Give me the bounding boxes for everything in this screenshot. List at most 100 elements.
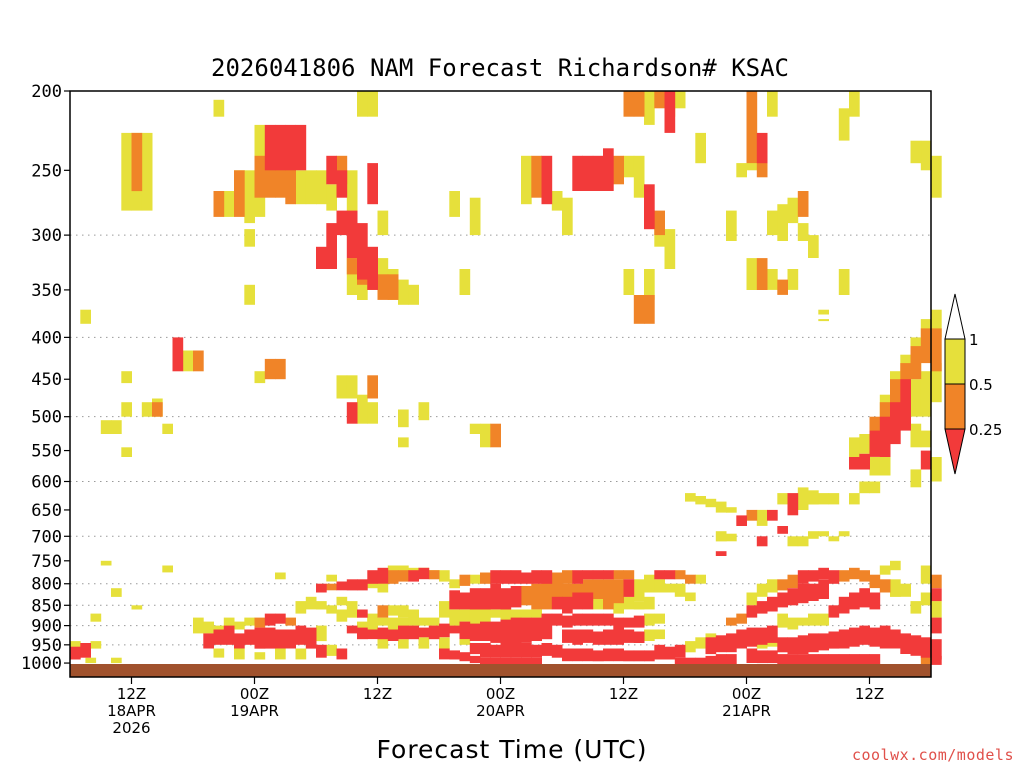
ri-cell: [398, 639, 409, 649]
ri-cell: [326, 583, 337, 591]
ri-cell: [121, 371, 132, 384]
ri-cell: [838, 108, 850, 141]
ri-cell: [439, 637, 450, 649]
ri-cell: [336, 648, 348, 660]
ri-cell: [746, 627, 758, 647]
ri-cell: [531, 570, 542, 584]
ri-cell: [531, 657, 542, 665]
ri-cell: [613, 629, 624, 645]
ri-cell: [500, 641, 512, 658]
ri-cell: [664, 646, 676, 660]
ri-cell: [685, 574, 696, 584]
ri-cell: [418, 627, 430, 638]
ri-cell: [644, 184, 655, 230]
ri-cell: [398, 565, 409, 575]
ri-cell: [931, 574, 942, 589]
ri-cell: [408, 613, 419, 626]
ri-cell: [664, 570, 676, 580]
ri-cell: [623, 629, 635, 643]
ri-cell: [439, 570, 450, 582]
ri-cell: [931, 309, 942, 338]
ri-cell: [285, 617, 296, 626]
ri-cell: [777, 526, 788, 534]
ri-cell: [613, 570, 624, 580]
ri-cell: [469, 574, 481, 584]
ri-cell: [418, 567, 430, 580]
ri-cell: [705, 498, 717, 508]
ri-cell: [582, 155, 594, 191]
ri-cell: [264, 613, 276, 626]
richardson-cells: [70, 91, 942, 665]
ri-cell: [541, 643, 553, 656]
ri-cell: [428, 570, 440, 580]
ri-cell: [541, 570, 553, 584]
ri-cell: [377, 579, 389, 593]
ri-cell: [849, 91, 860, 117]
y-tick-label: 700: [31, 527, 62, 547]
ri-cell: [920, 565, 932, 584]
ri-cell: [490, 621, 501, 643]
ri-cell: [828, 605, 840, 618]
ri-cell: [316, 625, 327, 642]
y-tick-label: 800: [31, 575, 62, 595]
ri-cell: [521, 155, 532, 205]
ri-cell: [818, 579, 829, 599]
y-tick-label: 350: [31, 281, 62, 301]
ri-cell: [685, 493, 696, 502]
ri-cell: [264, 124, 276, 171]
ri-cell: [797, 617, 809, 626]
ri-cell: [818, 613, 829, 626]
ri-cell: [336, 210, 348, 236]
ri-cell: [879, 402, 891, 431]
ri-cell: [818, 633, 829, 651]
ri-cell: [715, 654, 727, 665]
ri-cell: [644, 596, 655, 610]
ri-cell: [603, 596, 614, 610]
x-tick-label: 00Z: [486, 685, 515, 703]
ri-cell: [367, 570, 378, 584]
ri-cell: [859, 434, 870, 454]
ri-cell: [100, 420, 112, 434]
ri-cell: [459, 269, 471, 295]
ri-cell: [562, 596, 573, 614]
y-tick-label: 900: [31, 617, 62, 637]
ri-cell: [572, 570, 583, 584]
ri-cell: [234, 633, 245, 649]
ri-cell: [808, 235, 819, 258]
ri-cell: [592, 650, 604, 662]
ri-cell: [510, 641, 522, 658]
ri-cell: [756, 536, 768, 547]
ri-cell: [285, 155, 296, 205]
ri-cell: [849, 592, 860, 610]
ri-cell: [920, 450, 932, 470]
ri-cell: [644, 629, 655, 641]
ri-cell: [223, 191, 235, 217]
ri-cell: [480, 657, 491, 665]
ri-cell: [521, 657, 532, 665]
ri-cell: [398, 409, 409, 428]
ri-cell: [418, 617, 430, 626]
ri-cell: [633, 579, 645, 602]
ri-cell: [920, 328, 932, 364]
y-axis: 200 250 300 350 400 450 500 550 600 650 700 750 8008…: [21, 82, 70, 674]
ri-cell: [582, 592, 594, 610]
ri-cell: [859, 453, 870, 470]
ri-cell: [910, 346, 922, 380]
ri-cell: [859, 570, 870, 582]
ri-cell: [849, 437, 860, 457]
ri-cell: [490, 644, 501, 658]
ri-cell: [357, 621, 368, 630]
ri-cell: [828, 631, 840, 649]
ri-cell: [367, 617, 378, 630]
ri-cell: [808, 633, 819, 653]
ri-cell: [449, 579, 460, 589]
ri-cell: [459, 652, 471, 662]
ri-cell: [562, 648, 573, 662]
ri-cell: [910, 601, 922, 614]
ri-cell: [674, 583, 686, 597]
ri-cell: [685, 657, 696, 665]
ri-cell: [828, 570, 840, 584]
ri-cell: [562, 570, 573, 584]
ri-cell: [818, 309, 829, 315]
